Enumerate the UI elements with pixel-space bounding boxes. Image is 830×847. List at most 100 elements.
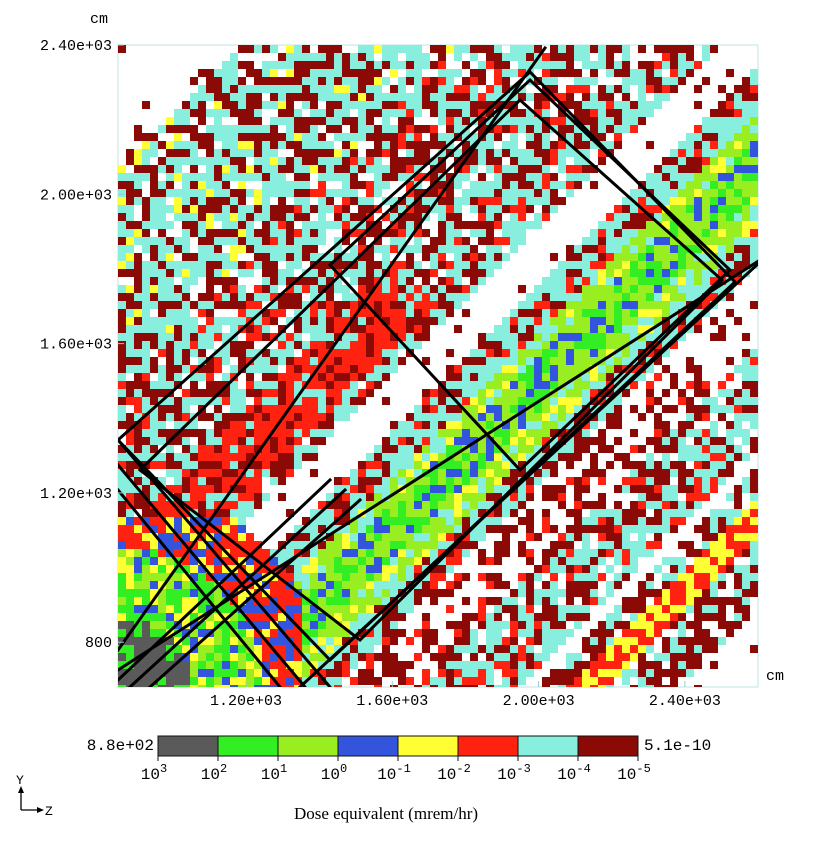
heatmap-cell: [454, 485, 462, 493]
heatmap-cell: [238, 669, 246, 677]
heatmap-cell: [542, 613, 550, 621]
heatmap-cell: [310, 357, 318, 365]
heatmap-cell: [350, 133, 358, 141]
heatmap-cell: [702, 541, 710, 549]
heatmap-cell: [566, 421, 574, 429]
heatmap-cell: [166, 557, 174, 565]
heatmap-cell: [350, 157, 358, 165]
heatmap-cell: [326, 597, 334, 605]
heatmap-cell: [446, 421, 454, 429]
heatmap-cell: [678, 605, 686, 613]
heatmap-cell: [254, 661, 262, 669]
heatmap-cell: [190, 485, 198, 493]
heatmap-cell: [158, 589, 166, 597]
heatmap-cell: [494, 549, 502, 557]
heatmap-cell: [390, 621, 398, 629]
heatmap-cell: [246, 349, 254, 357]
heatmap-cell: [510, 469, 518, 477]
heatmap-cell: [438, 509, 446, 517]
heatmap-cell: [502, 397, 510, 405]
heatmap-cell: [126, 429, 134, 437]
heatmap-cell: [142, 237, 150, 245]
heatmap-cell: [334, 509, 342, 517]
heatmap-cell: [278, 277, 286, 285]
heatmap-cell: [398, 357, 406, 365]
heatmap-cell: [446, 245, 454, 253]
heatmap-cell: [654, 421, 662, 429]
heatmap-cell: [214, 277, 222, 285]
heatmap-cell: [710, 109, 718, 117]
heatmap-cell: [174, 645, 182, 653]
heatmap-cell: [526, 309, 534, 317]
heatmap-cell: [150, 325, 158, 333]
heatmap-cell: [334, 597, 342, 605]
heatmap-cell: [270, 581, 278, 589]
heatmap-cell: [158, 477, 166, 485]
heatmap-cell: [406, 421, 414, 429]
heatmap-cell: [750, 165, 758, 173]
heatmap-cell: [710, 453, 718, 461]
heatmap-cell: [238, 493, 246, 501]
heatmap-cell: [702, 269, 710, 277]
heatmap-cell: [470, 397, 478, 405]
heatmap-cell: [366, 645, 374, 653]
heatmap-cell: [134, 469, 142, 477]
heatmap-cell: [678, 189, 686, 197]
heatmap-cell: [646, 77, 654, 85]
heatmap-cell: [646, 221, 654, 229]
heatmap-cell: [134, 237, 142, 245]
heatmap-cell: [534, 445, 542, 453]
heatmap-cell: [566, 149, 574, 157]
heatmap-cell: [462, 141, 470, 149]
heatmap-cell: [462, 621, 470, 629]
heatmap-cell: [302, 205, 310, 213]
heatmap-cell: [174, 261, 182, 269]
heatmap-cell: [638, 85, 646, 93]
heatmap-cell: [198, 205, 206, 213]
heatmap-cell: [710, 597, 718, 605]
heatmap-cell: [374, 573, 382, 581]
heatmap-cell: [694, 549, 702, 557]
heatmap-cell: [214, 557, 222, 565]
heatmap-cell: [686, 421, 694, 429]
heatmap-cell: [510, 309, 518, 317]
heatmap-cell: [350, 549, 358, 557]
heatmap-cell: [494, 381, 502, 389]
heatmap-cell: [358, 61, 366, 69]
heatmap-cell: [718, 237, 726, 245]
heatmap-cell: [150, 549, 158, 557]
heatmap-cell: [366, 253, 374, 261]
heatmap-cell: [262, 245, 270, 253]
heatmap-cell: [318, 165, 326, 173]
heatmap-cell: [166, 469, 174, 477]
heatmap-cell: [502, 549, 510, 557]
heatmap-cell: [134, 517, 142, 525]
heatmap-cell: [574, 517, 582, 525]
heatmap-cell: [126, 597, 134, 605]
heatmap-cell: [398, 213, 406, 221]
heatmap-cell: [694, 621, 702, 629]
heatmap-cell: [622, 565, 630, 573]
heatmap-cell: [470, 389, 478, 397]
heatmap-cell: [582, 357, 590, 365]
heatmap-cell: [286, 45, 294, 53]
heatmap-cell: [374, 581, 382, 589]
heatmap-cell: [710, 517, 718, 525]
heatmap-cell: [366, 669, 374, 677]
heatmap-cell: [614, 325, 622, 333]
heatmap-cell: [726, 197, 734, 205]
heatmap-cell: [430, 293, 438, 301]
heatmap-cell: [198, 445, 206, 453]
heatmap-cell: [238, 589, 246, 597]
heatmap-cell: [686, 325, 694, 333]
heatmap-cell: [750, 101, 758, 109]
heatmap-cell: [310, 365, 318, 373]
heatmap-cell: [126, 525, 134, 533]
heatmap-cell: [622, 453, 630, 461]
heatmap-cell: [302, 125, 310, 133]
heatmap-cell: [406, 573, 414, 581]
heatmap-cell: [278, 229, 286, 237]
heatmap-cell: [182, 117, 190, 125]
heatmap-cell: [654, 653, 662, 661]
heatmap-cell: [526, 605, 534, 613]
